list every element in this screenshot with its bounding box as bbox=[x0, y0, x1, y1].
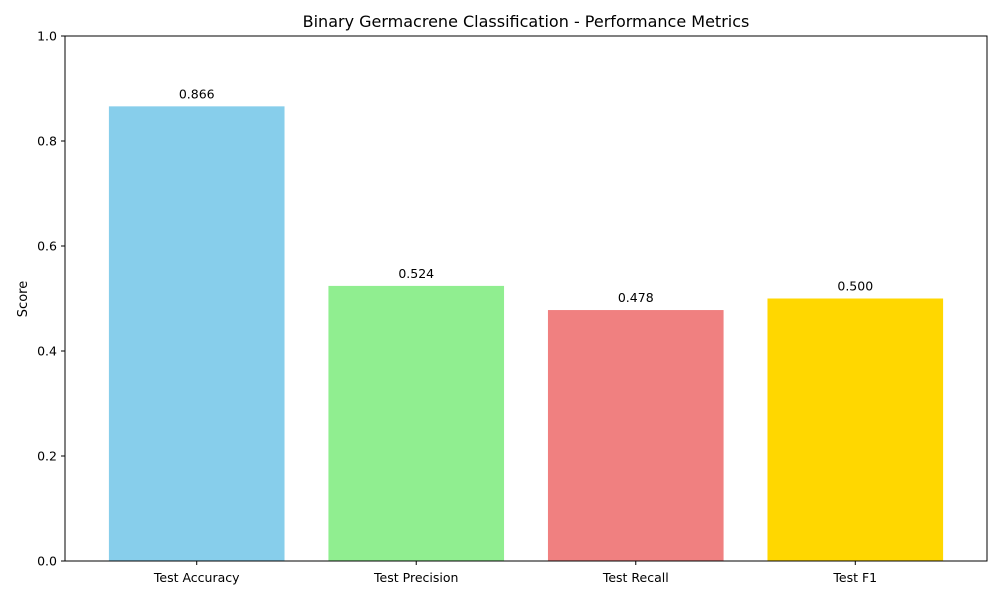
y-tick-label: 0.4 bbox=[37, 344, 57, 359]
bar-test-f1 bbox=[767, 298, 944, 561]
data-label: 0.866 bbox=[179, 86, 215, 101]
data-label: 0.524 bbox=[398, 266, 434, 281]
x-tick-label: Test Accuracy bbox=[153, 570, 240, 585]
x-tick-label: Test Recall bbox=[602, 570, 669, 585]
y-tick-label: 1.0 bbox=[37, 29, 57, 44]
plot-frame bbox=[64, 35, 988, 562]
bars-group: 0.866 0.524 0.478 0.500 bbox=[108, 86, 944, 561]
y-tick-label: 0.8 bbox=[37, 134, 57, 149]
bar-test-precision bbox=[328, 285, 505, 561]
y-tick-label: 0.6 bbox=[37, 239, 57, 254]
y-tick-label: 0.2 bbox=[37, 449, 57, 464]
data-label: 0.500 bbox=[837, 279, 873, 294]
x-tick-label: Test F1 bbox=[832, 570, 877, 585]
y-tick-label: 0.0 bbox=[37, 554, 57, 569]
y-axis-label: Score bbox=[16, 281, 31, 317]
bar-test-accuracy bbox=[108, 106, 285, 561]
chart-title: Binary Germacrene Classification - Perfo… bbox=[303, 12, 750, 31]
bar-test-recall bbox=[547, 310, 724, 561]
data-label: 0.478 bbox=[618, 290, 654, 305]
x-tick-label: Test Precision bbox=[373, 570, 458, 585]
ticks-group: Test Accuracy Test Precision Test Recall Te… bbox=[37, 29, 877, 586]
